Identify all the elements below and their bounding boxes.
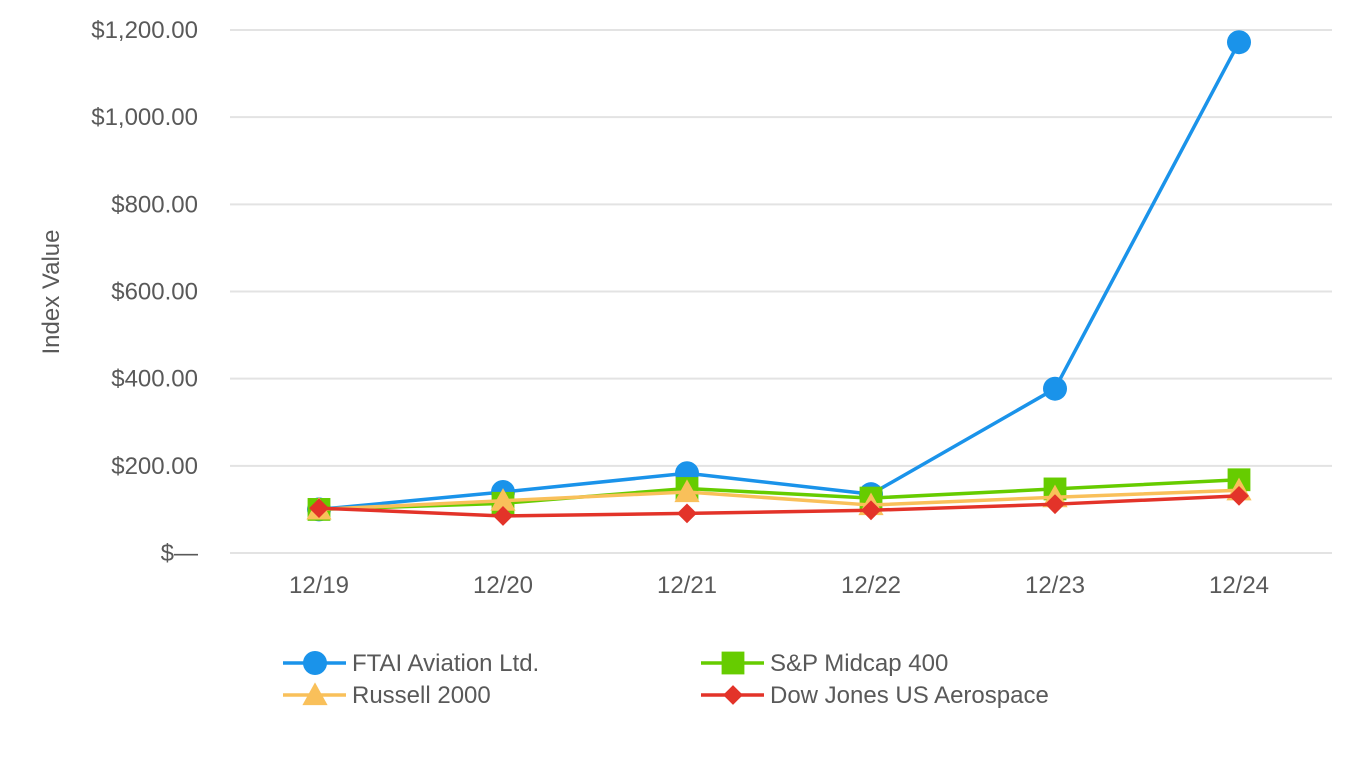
x-tick-label: 12/22 (841, 572, 901, 599)
gridlines (230, 29, 1332, 554)
legend-marker-triangle-icon (302, 682, 328, 706)
legend-marker-circle-icon (303, 651, 327, 675)
y-tick-label: $200.00 (111, 453, 198, 480)
legend-marker-diamond-icon (723, 685, 743, 705)
series-diamond (309, 486, 1249, 526)
data-point (493, 506, 513, 526)
x-tick-label: 12/24 (1209, 572, 1269, 599)
data-point (1043, 376, 1067, 401)
y-axis-title: Index Value (38, 230, 65, 355)
series-line (318, 494, 1240, 518)
data-point (1227, 30, 1251, 55)
legend-item: S&P Midcap 400 (701, 650, 948, 677)
series-line (318, 488, 1240, 512)
x-tick-label: 12/20 (473, 572, 533, 599)
legend-label: Dow Jones US Aerospace (770, 682, 1049, 709)
legend-item: Dow Jones US Aerospace (701, 682, 1049, 709)
y-tick-label: $800.00 (111, 191, 198, 218)
legend-label: S&P Midcap 400 (770, 650, 948, 677)
data-point (309, 498, 329, 519)
data-point (1045, 494, 1065, 515)
data-point (861, 500, 881, 521)
y-tick-label: $1,000.00 (91, 104, 198, 131)
legend-label: Russell 2000 (352, 682, 491, 709)
series-layer (306, 30, 1252, 526)
y-axis-ticks: $— $200.00 $400.00 $600.00 $800.00 $1,000.00 $… (91, 17, 198, 567)
data-point (490, 488, 516, 511)
x-tick-label: 12/23 (1025, 572, 1085, 599)
data-point (674, 479, 700, 503)
legend-item: FTAI Aviation Ltd. (283, 650, 539, 677)
series-line (318, 478, 1240, 512)
x-tick-label: 12/21 (657, 572, 717, 599)
legend: FTAI Aviation Ltd. S&P Midcap 400 Russell … (283, 650, 1049, 709)
series-line (318, 41, 1241, 512)
x-axis-ticks: 12/19 12/20 12/21 12/22 12/23 12/24 (289, 572, 1269, 599)
data-point (1229, 486, 1249, 506)
legend-item: Russell 2000 (283, 682, 491, 709)
legend-marker-square-icon (721, 651, 745, 675)
y-tick-label: $400.00 (111, 366, 198, 393)
y-tick-label: $1,200.00 (91, 17, 198, 44)
y-tick-label: $— (161, 540, 198, 567)
x-tick-label: 12/19 (289, 572, 349, 599)
data-point (677, 503, 697, 524)
y-tick-label: $600.00 (111, 279, 198, 306)
legend-label: FTAI Aviation Ltd. (352, 650, 539, 677)
series-circle (307, 30, 1251, 522)
